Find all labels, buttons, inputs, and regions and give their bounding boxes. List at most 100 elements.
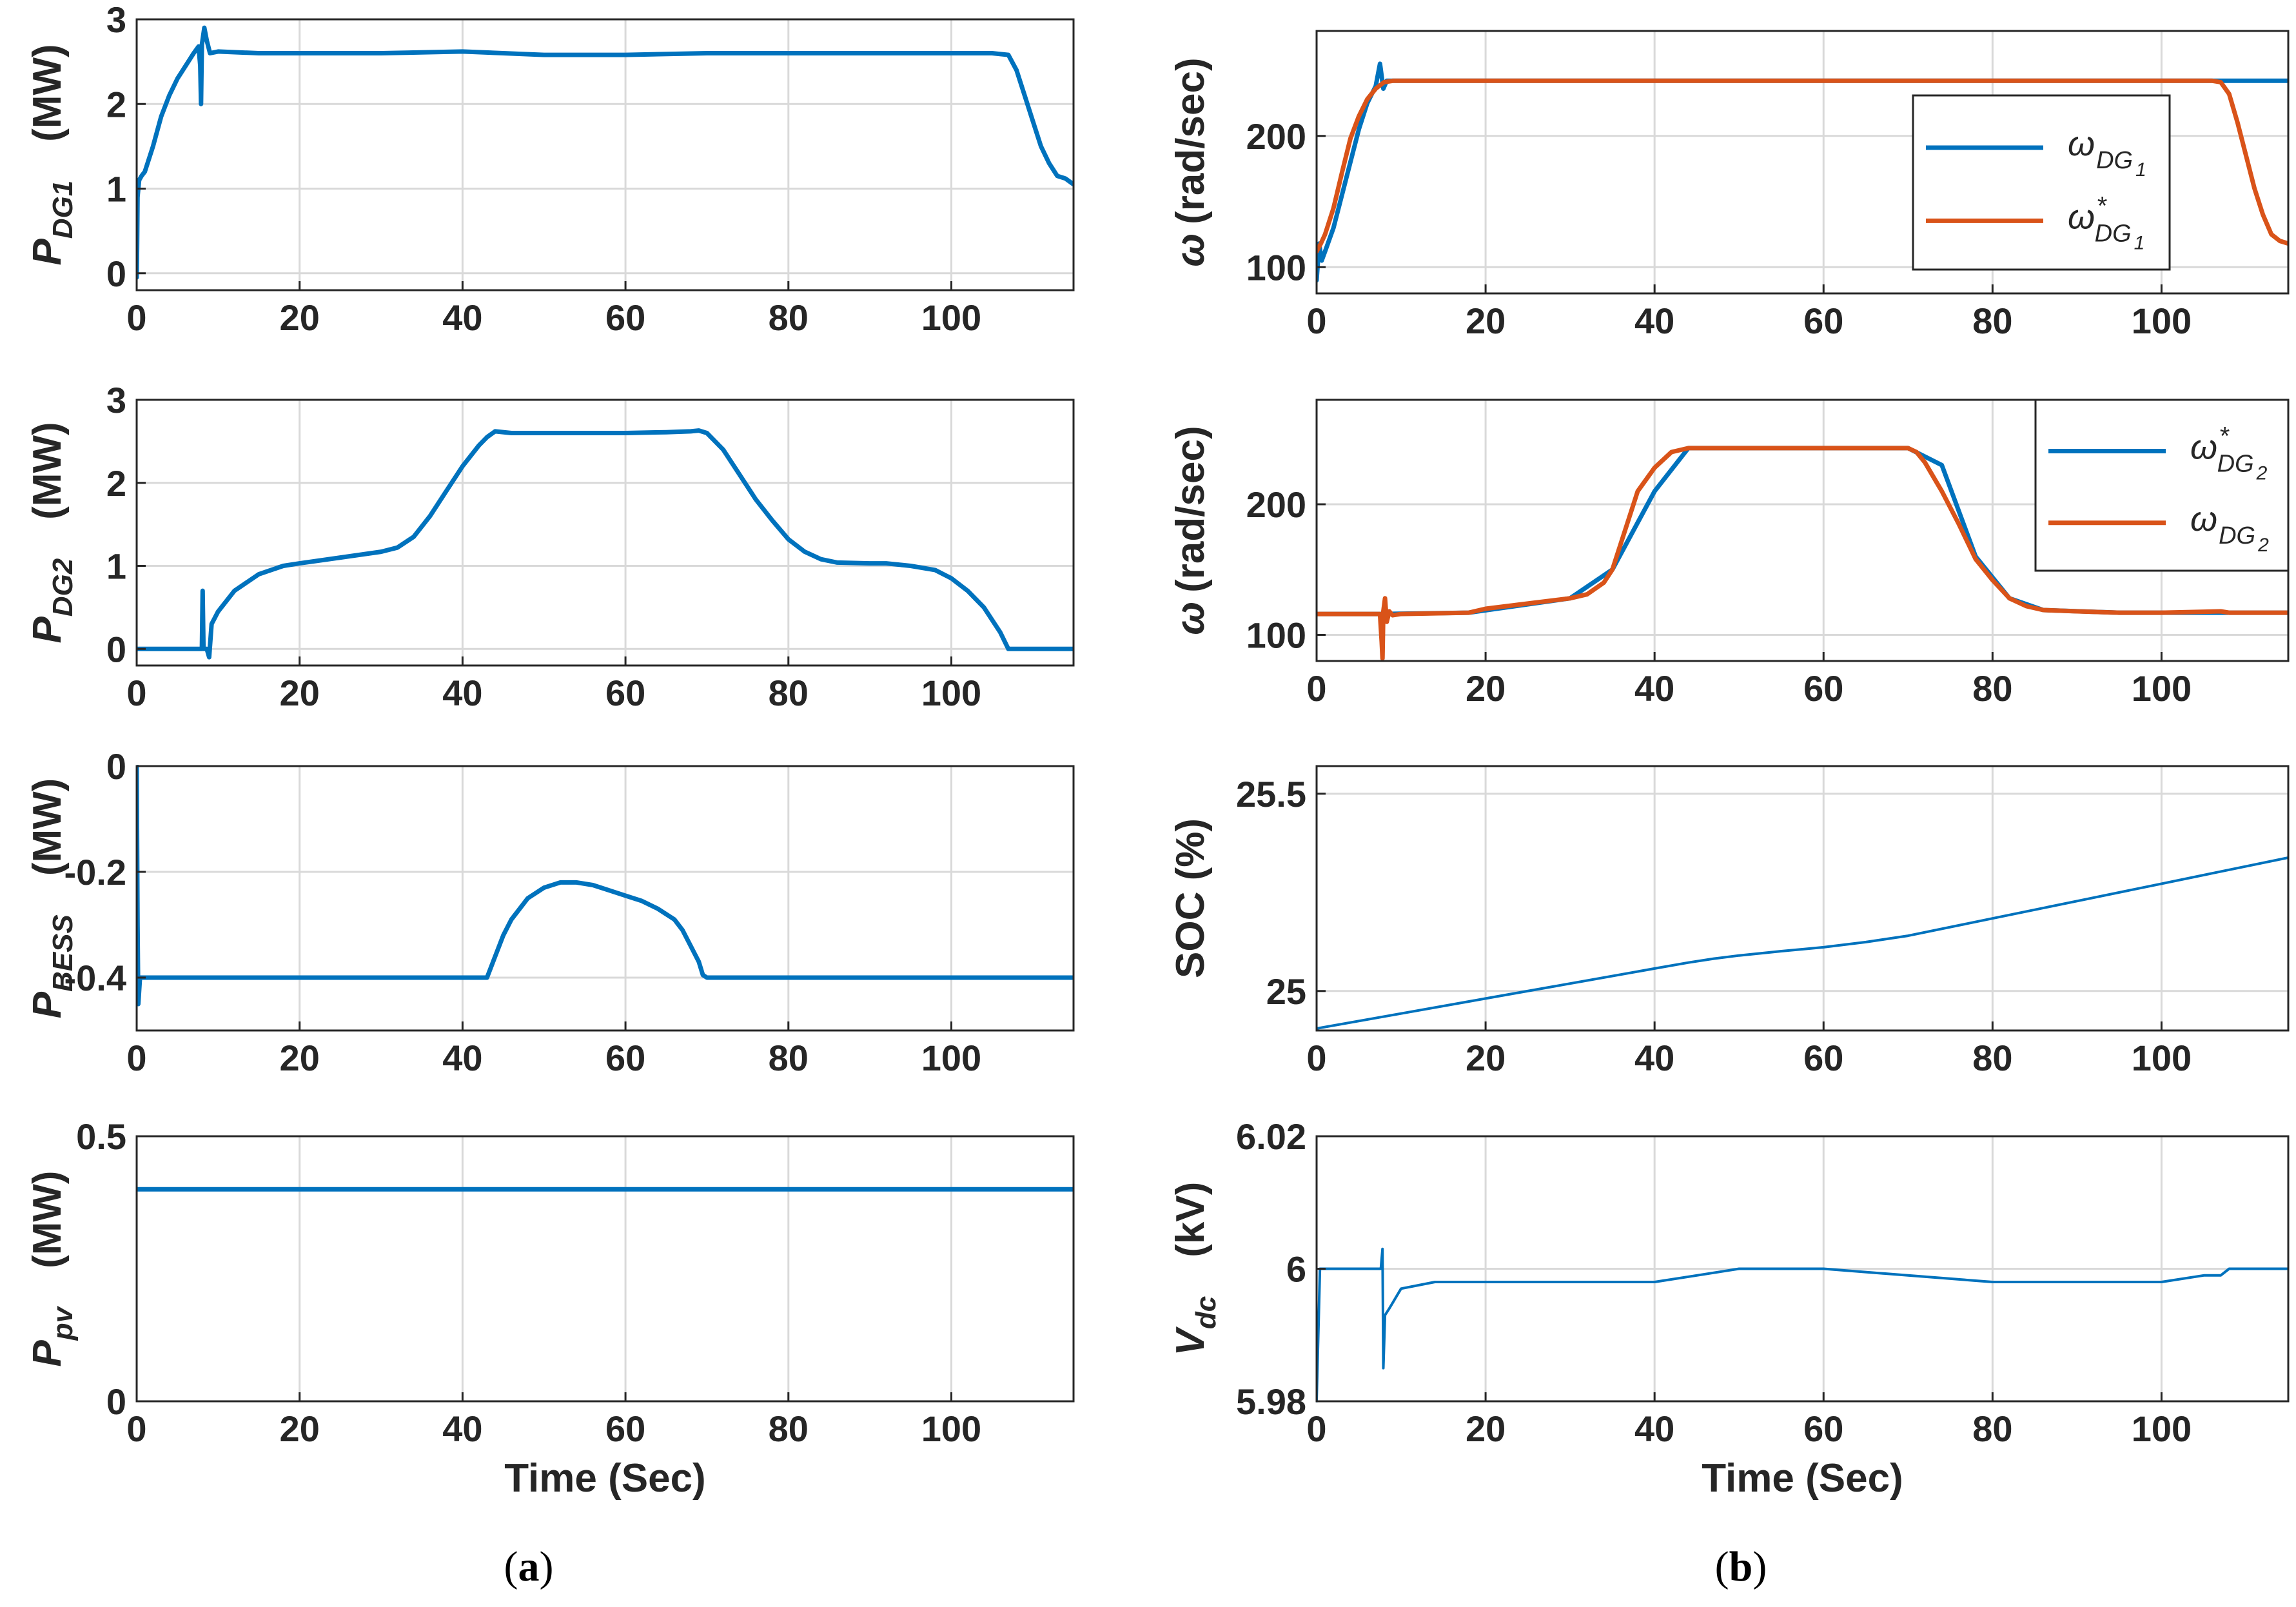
y-label-unit: (MW) [25,44,70,141]
x-tick-label: 80 [769,297,809,338]
legend-main: ω [2068,124,2095,163]
x-tick-label: 80 [1972,1038,2012,1078]
series-line-p-dg1 [137,25,1074,280]
x-tick-label: 0 [1306,1408,1326,1449]
chart-pdg1: 0 20 40 60 80 100 0 1 2 3 PDG1 (MW) [25,0,1075,338]
x-tick-label: 40 [442,1038,482,1078]
x-tick-label: 60 [1803,1038,1843,1078]
x-axis-label: Time (Sec) [504,1456,705,1501]
y-label-unit: (MW) [25,1170,70,1268]
caption-b: (b) [1689,1541,1792,1593]
y-tick-label: 6 [1286,1249,1306,1290]
y-axis-label: ω (rad/sec) [1168,57,1213,266]
x-tick-label: 60 [1803,668,1843,709]
x-tick-label: 20 [1466,301,1506,341]
y-label-sub: BESS [47,914,79,992]
chart-ppv: 0 20 40 60 80 100 0 0.5 Ppv (MW) Time (Sec) [25,1116,1075,1501]
x-tick-label: 100 [2132,1038,2192,1078]
caption-a-letter: a [518,1543,540,1590]
x-tick-label: 60 [605,1038,645,1078]
y-tick-label: -0.2 [64,852,127,892]
chart-pdg2: 0 20 40 60 80 100 0 1 2 3 PDG2 (MW) [25,380,1075,713]
legend-label: ωDG 2 [2190,500,2269,556]
series-line--dg1 [1317,78,2288,254]
x-tick-label: 80 [1972,301,2012,341]
axes-frame [1315,30,2290,295]
y-label-main: SOC (%) [1168,818,1213,978]
plot-area [137,766,1074,1030]
x-tick-label: 80 [1972,1408,2012,1449]
x-tick-label: 20 [1466,1408,1506,1449]
x-tick-label: 0 [126,1408,146,1449]
caption-b-close: ) [1752,1543,1767,1590]
x-tick-label: 100 [921,297,981,338]
y-tick-label: 1 [106,546,126,587]
x-tick-label: 0 [126,673,146,713]
legend-label: ωDG 1 [2068,124,2146,181]
series-line-v-dc [1317,1247,2288,1403]
axes-frame [135,399,1075,667]
plot-area [137,19,1074,290]
legend-sub: DG [2219,522,2255,549]
legend-main: ω [2190,500,2217,538]
y-axis-label: PDG1 (MW) [25,44,79,265]
legend-box [2034,399,2290,572]
x-tick-label: 20 [1466,1038,1506,1078]
y-label-main: ω [1168,233,1213,267]
y-label-unit: (rad/sec) [1168,57,1213,224]
y-label-main: ω [1168,602,1213,635]
x-axis-label: Time (Sec) [1702,1456,1903,1501]
x-tick-label: 80 [769,1408,809,1449]
x-tick-label: 60 [605,297,645,338]
legend: ωDG 1ω* DG 1 [1912,94,2171,271]
x-tick-label: 80 [769,673,809,713]
legend-sub: DG [2096,147,2133,174]
y-label-sub: pv [47,1305,79,1341]
x-tick-label: 0 [1306,668,1326,709]
plot-area [1317,766,2288,1030]
y-axis-label: PBESS (MW) [25,778,79,1019]
axes-frame [135,765,1075,1032]
y-label-main: P [25,991,70,1018]
y-tick-label: 0 [106,746,126,787]
legend-main: ω [2068,197,2095,236]
y-label-unit: (kV) [1168,1182,1213,1257]
y-label-unit: (rad/sec) [1168,426,1213,592]
legend-box [1912,94,2171,271]
axes-frame [135,18,1075,291]
x-tick-label: 100 [2132,1408,2192,1449]
y-axis-label: Ppv (MW) [25,1170,79,1366]
y-label-main: P [25,239,70,266]
caption-a-close: ) [539,1543,554,1590]
legend-label: ω* DG 1 [2068,192,2144,253]
x-tick-label: 20 [280,673,320,713]
x-tick-label: 0 [1306,301,1326,341]
legend-subsub: 2 [2257,535,2269,556]
x-tick-label: 0 [1306,1038,1326,1078]
y-tick-label: 0 [106,253,126,294]
y-axis-label: PDG2 (MW) [25,422,79,643]
y-tick-label: 2 [106,463,126,504]
x-tick-label: 40 [1634,301,1674,341]
y-tick-label: 3 [106,380,126,420]
series-line-p-bess [137,765,1074,1007]
x-tick-label: 100 [2132,668,2192,709]
x-tick-label: 100 [921,673,981,713]
x-tick-label: 60 [605,673,645,713]
y-label-sub: DG1 [47,181,79,239]
axes-frame [1315,765,2290,1032]
legend-label: ω* DG 2 [2190,422,2268,484]
series-line--dg2 [1317,446,2288,661]
y-tick-label: 25.5 [1236,774,1306,814]
caption-b-open: ( [1714,1543,1729,1590]
x-tick-label: 0 [126,1038,146,1078]
legend-subsub: 1 [2134,232,2145,253]
x-tick-label: 20 [280,1038,320,1078]
x-tick-label: 100 [921,1408,981,1449]
y-tick-label: 2 [106,84,126,124]
y-tick-label: 0 [106,629,126,669]
x-tick-label: 100 [921,1038,981,1078]
